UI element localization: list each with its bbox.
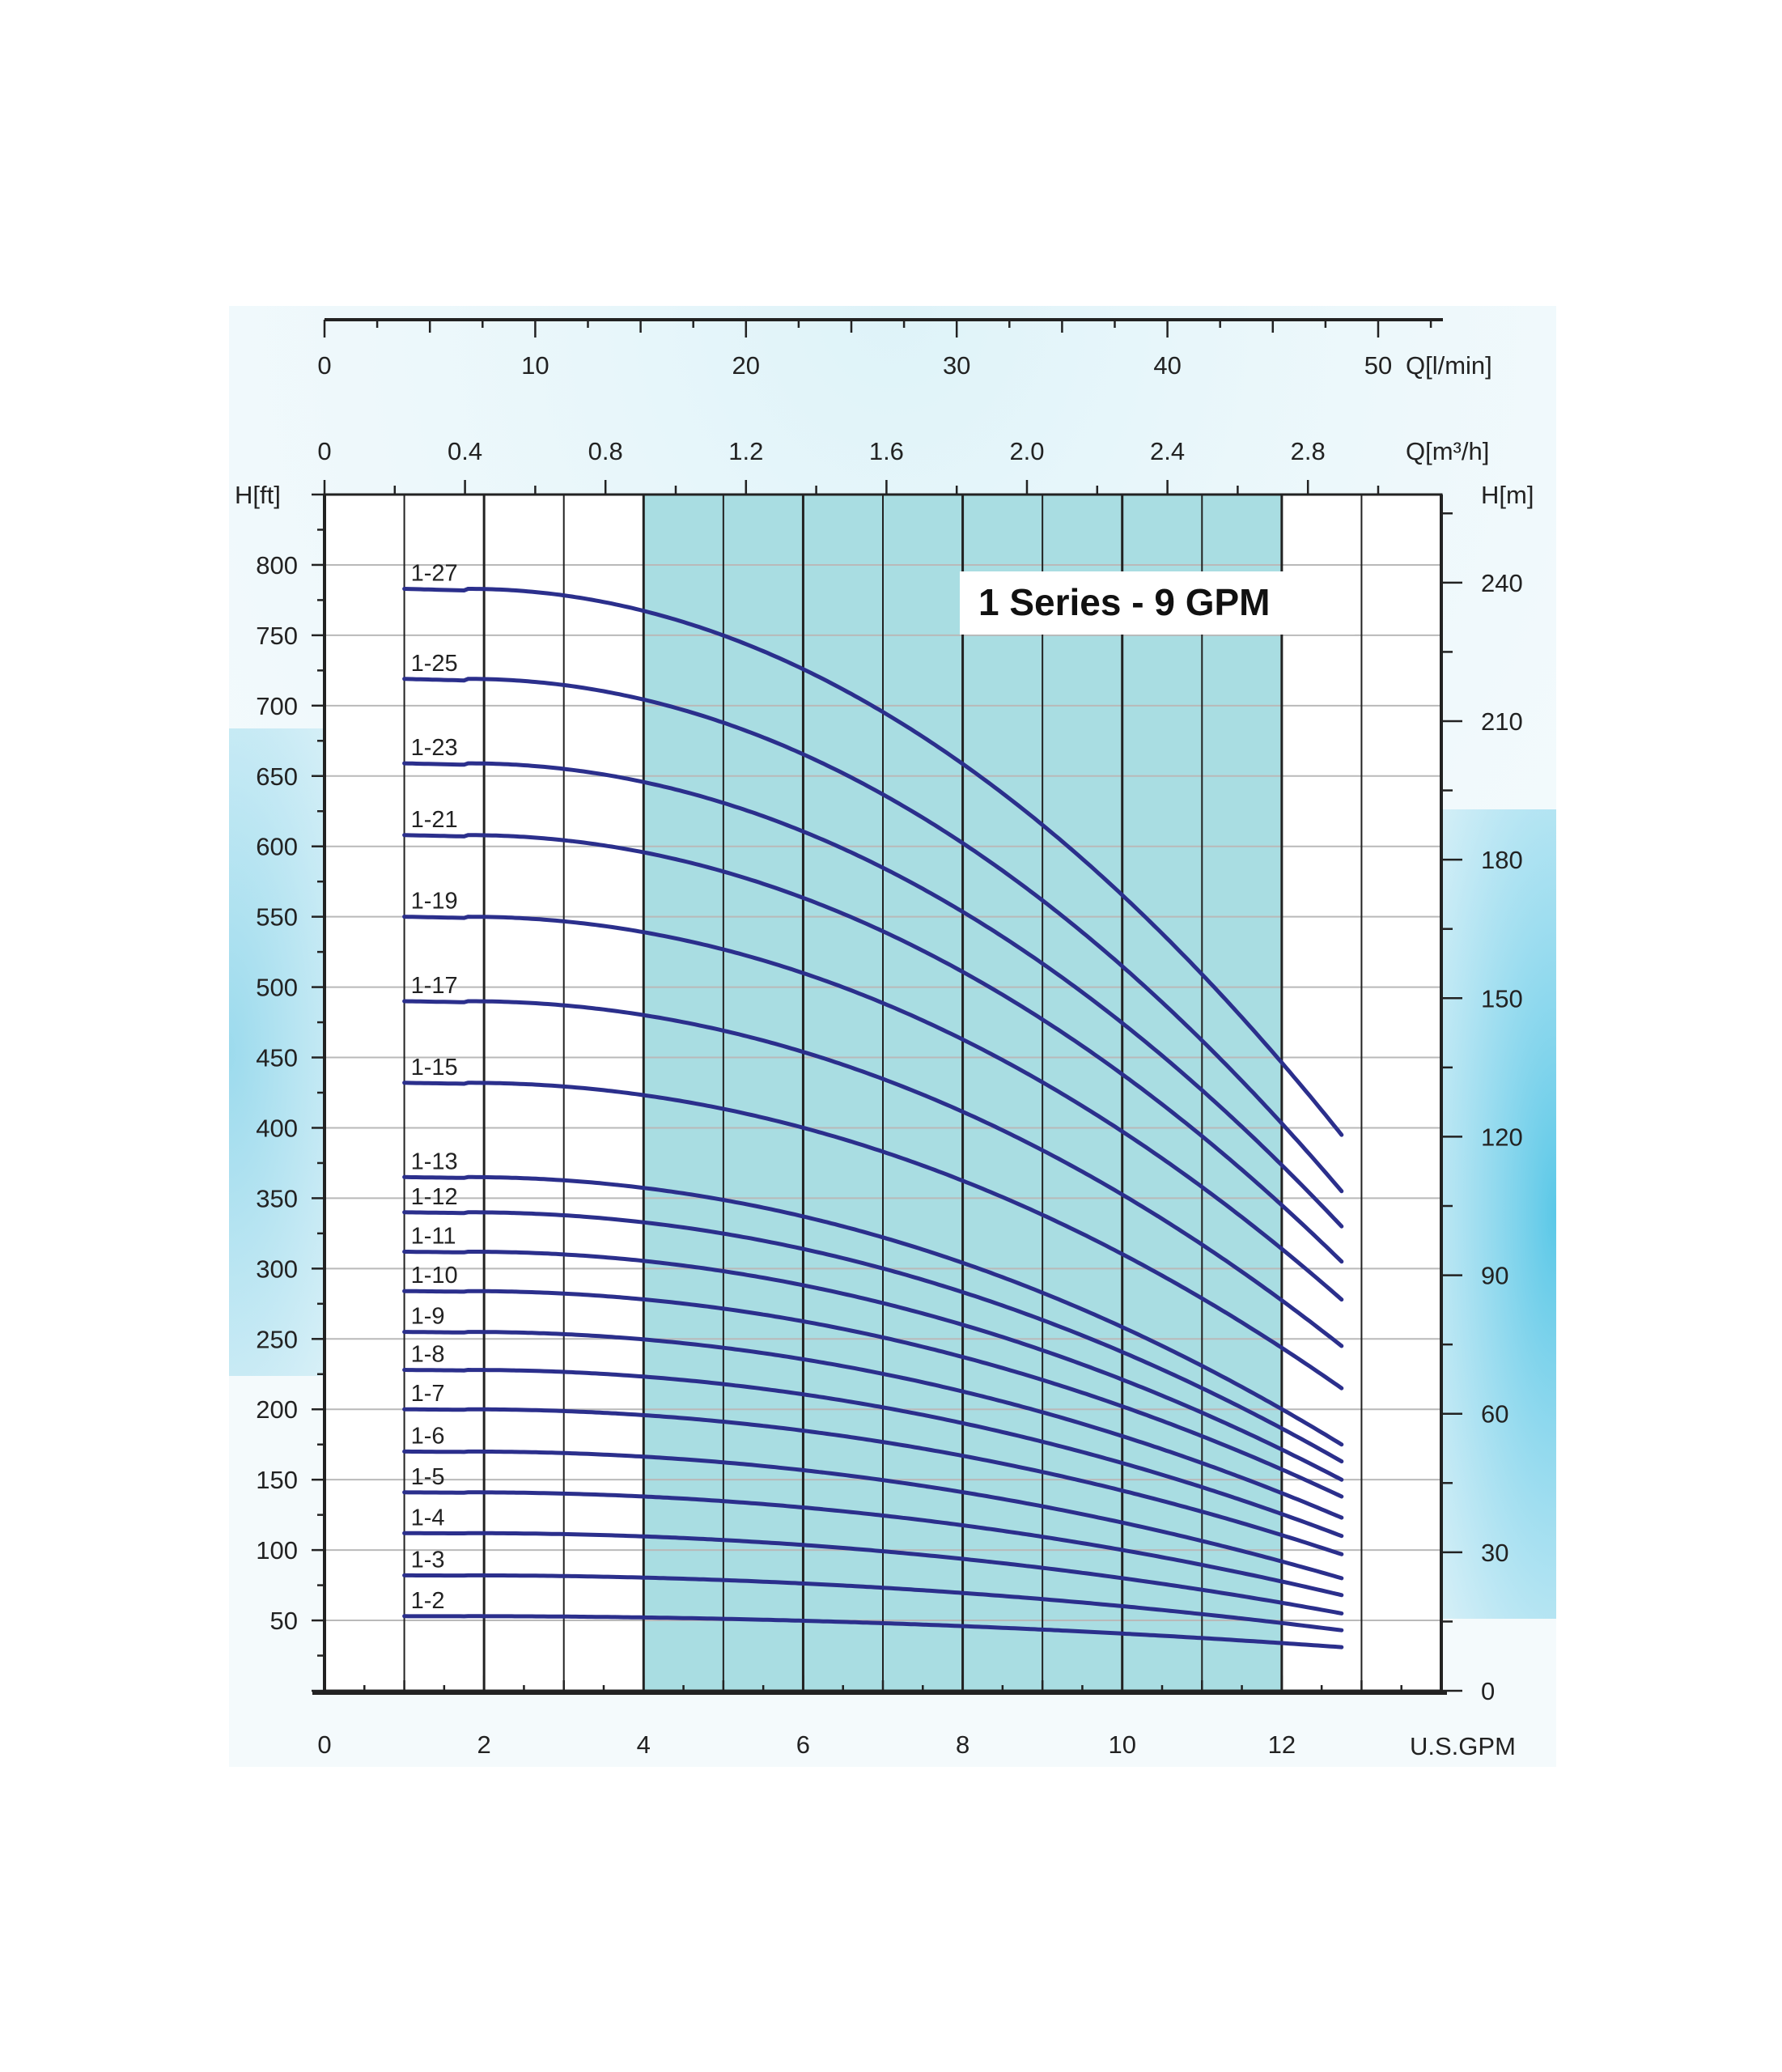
right-axis-tick-label: 120 bbox=[1481, 1123, 1523, 1151]
bottom-axis-tick-label: 8 bbox=[956, 1730, 969, 1759]
left-axis-tick-label: 250 bbox=[256, 1325, 298, 1353]
left-axis-tick-label: 800 bbox=[256, 551, 298, 580]
top-axis-m3h-tick-label: 0 bbox=[317, 437, 331, 465]
series-label-1-21: 1-21 bbox=[411, 807, 458, 833]
top-axis-m3h-tick-label: 2.4 bbox=[1150, 437, 1185, 465]
series-label-1-8: 1-8 bbox=[411, 1342, 445, 1368]
top-axis-m3h-title: Q[m³/h] bbox=[1406, 437, 1489, 465]
left-axis-tick-label: 50 bbox=[270, 1607, 298, 1635]
left-axis-tick-label: 450 bbox=[256, 1044, 298, 1072]
series-label-1-11: 1-11 bbox=[411, 1223, 456, 1249]
bottom-axis-tick-label: 12 bbox=[1268, 1730, 1296, 1759]
pump-curves bbox=[402, 587, 1344, 1650]
top-axis-m3h-tick-label: 2.0 bbox=[1009, 437, 1044, 465]
pump-curve-1-7 bbox=[402, 1407, 1344, 1556]
series-label-1-27: 1-27 bbox=[411, 561, 458, 587]
pump-curve-1-4 bbox=[402, 1531, 1344, 1616]
pump-curve-1-25 bbox=[402, 677, 1344, 1194]
left-axis-tick-label: 400 bbox=[256, 1114, 298, 1142]
series-label-1-5: 1-5 bbox=[411, 1464, 445, 1490]
top-axis-m3h-tick-label: 0.4 bbox=[448, 437, 482, 465]
top-axis-lmin-title: Q[l/min] bbox=[1406, 351, 1492, 380]
series-label-1-12: 1-12 bbox=[411, 1184, 458, 1210]
series-label-1-9: 1-9 bbox=[411, 1304, 445, 1330]
left-axis-tick-label: 600 bbox=[256, 833, 298, 861]
pump-curve-1-19 bbox=[402, 915, 1344, 1302]
right-axis-tick-label: 30 bbox=[1481, 1539, 1508, 1567]
pump-curve-1-2 bbox=[402, 1614, 1344, 1650]
series-labels: 1-27 1-25 1-23 1-21 1-19 1-17 1-15 1-13 1-12 1-11… bbox=[411, 561, 458, 1614]
top-axis-m3h-tick-label: 2.8 bbox=[1291, 437, 1326, 465]
right-axis-tick-label: 60 bbox=[1481, 1400, 1508, 1429]
left-axis-tick-label: 700 bbox=[256, 692, 298, 720]
chart-title: 1 Series - 9 GPM bbox=[978, 581, 1271, 623]
left-axis-tick-label: 550 bbox=[256, 903, 298, 932]
pump-curve-1-15 bbox=[402, 1081, 1344, 1391]
top-axis-lmin-tick-label: 30 bbox=[943, 351, 970, 380]
pump-curve-1-27 bbox=[402, 587, 1344, 1137]
pump-curve-1-8 bbox=[402, 1367, 1344, 1539]
chart-title-box: 1 Series - 9 GPM bbox=[960, 571, 1355, 635]
pump-curve-1-10 bbox=[402, 1289, 1344, 1499]
left-axis-title: H[ft] bbox=[235, 481, 281, 509]
top-axis-lmin-tick-label: 50 bbox=[1364, 351, 1392, 380]
right-axis-tick-label: 180 bbox=[1481, 846, 1523, 874]
top-axis-m3h-tick-label: 1.6 bbox=[869, 437, 904, 465]
series-label-1-7: 1-7 bbox=[411, 1381, 445, 1407]
top-axis-m3h-tick-label: 1.2 bbox=[728, 437, 763, 465]
top-axis-m3h-tick-label: 0.8 bbox=[588, 437, 623, 465]
pump-curve-1-11 bbox=[402, 1250, 1344, 1482]
bottom-axis-tick-label: 10 bbox=[1108, 1730, 1135, 1759]
bottom-axis-title: U.S.GPM bbox=[1410, 1732, 1516, 1760]
pump-curve-1-12 bbox=[402, 1210, 1344, 1464]
series-label-1-3: 1-3 bbox=[411, 1547, 445, 1573]
series-label-1-2: 1-2 bbox=[411, 1588, 445, 1614]
bottom-axis-tick-label: 6 bbox=[796, 1730, 810, 1759]
grid bbox=[325, 495, 1441, 1691]
series-label-1-13: 1-13 bbox=[411, 1149, 458, 1174]
left-axis-tick-label: 500 bbox=[256, 974, 298, 1002]
series-label-1-4: 1-4 bbox=[411, 1505, 445, 1531]
left-axis-tick-label: 200 bbox=[256, 1395, 298, 1424]
bottom-axis-tick-label: 2 bbox=[477, 1730, 491, 1759]
pump-curve-1-23 bbox=[402, 761, 1344, 1229]
series-label-1-15: 1-15 bbox=[411, 1055, 458, 1081]
right-axis-tick-label: 0 bbox=[1481, 1677, 1495, 1705]
pump-curve-1-21 bbox=[402, 833, 1344, 1264]
pump-curve-1-5 bbox=[402, 1490, 1344, 1598]
right-axis-tick-label: 240 bbox=[1481, 569, 1523, 597]
series-label-1-6: 1-6 bbox=[411, 1423, 445, 1449]
chart-title-background bbox=[960, 571, 1355, 635]
bottom-axis-tick-label: 4 bbox=[637, 1730, 651, 1759]
series-label-1-17: 1-17 bbox=[411, 973, 458, 999]
right-axis-title: H[m] bbox=[1481, 481, 1534, 509]
series-label-1-23: 1-23 bbox=[411, 735, 458, 761]
series-label-1-19: 1-19 bbox=[411, 889, 458, 915]
right-axis-tick-label: 90 bbox=[1481, 1262, 1508, 1290]
right-axis-tick-label: 210 bbox=[1481, 707, 1523, 736]
top-axis-lmin-tick-label: 40 bbox=[1153, 351, 1181, 380]
axes: 0 2 4 6 8 10 12 U.S.GPM501001502002503003504004… bbox=[235, 318, 1534, 1760]
left-axis-tick-label: 350 bbox=[256, 1184, 298, 1212]
left-axis-tick-label: 300 bbox=[256, 1255, 298, 1283]
left-axis-tick-label: 650 bbox=[256, 762, 298, 791]
left-axis-tick-label: 150 bbox=[256, 1466, 298, 1494]
right-axis-tick-label: 150 bbox=[1481, 984, 1523, 1013]
bottom-axis-tick-label: 0 bbox=[317, 1730, 331, 1759]
pump-curve-1-13 bbox=[402, 1174, 1344, 1447]
top-axis-lmin-tick-label: 0 bbox=[317, 351, 331, 380]
pump-curve-1-17 bbox=[402, 999, 1344, 1348]
series-label-1-10: 1-10 bbox=[411, 1263, 458, 1289]
left-axis-tick-label: 100 bbox=[256, 1536, 298, 1565]
pump-curve-1-9 bbox=[402, 1330, 1344, 1520]
series-label-1-25: 1-25 bbox=[411, 651, 458, 677]
pump-curve-1-3 bbox=[402, 1573, 1344, 1633]
left-axis-tick-label: 750 bbox=[256, 622, 298, 650]
top-axis-lmin-tick-label: 20 bbox=[732, 351, 760, 380]
pump-curve-1-6 bbox=[402, 1449, 1344, 1581]
top-axis-lmin-tick-label: 10 bbox=[521, 351, 549, 380]
